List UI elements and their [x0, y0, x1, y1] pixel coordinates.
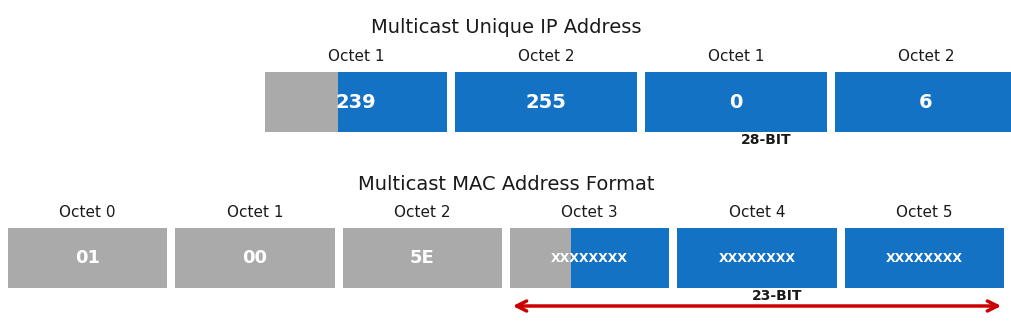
Text: 23-BIT: 23-BIT [751, 289, 802, 303]
Bar [510, 228, 570, 288]
Bar [676, 228, 836, 288]
Text: XXXXXXXX: XXXXXXXX [885, 252, 961, 265]
Text: 239: 239 [336, 92, 376, 112]
Text: Octet 2: Octet 2 [518, 49, 573, 64]
Text: 0: 0 [729, 92, 742, 112]
Text: 28-BIT: 28-BIT [740, 133, 791, 147]
Text: Octet 1: Octet 1 [328, 49, 384, 64]
Text: Octet 3: Octet 3 [561, 205, 618, 220]
Text: Multicast MAC Address Format: Multicast MAC Address Format [358, 175, 653, 194]
Bar [343, 228, 501, 288]
Text: XXXXXXXX: XXXXXXXX [718, 252, 795, 265]
Text: Octet 5: Octet 5 [895, 205, 951, 220]
Text: 255: 255 [525, 92, 566, 112]
Text: 00: 00 [243, 249, 267, 267]
Bar [455, 72, 636, 132]
Text: Octet 0: Octet 0 [60, 205, 116, 220]
Bar [570, 228, 668, 288]
Bar [844, 228, 1003, 288]
Text: Octet 1: Octet 1 [707, 49, 763, 64]
Bar [8, 228, 167, 288]
Bar [644, 72, 826, 132]
Bar [338, 72, 447, 132]
Text: Octet 4: Octet 4 [728, 205, 785, 220]
Text: 5E: 5E [409, 249, 435, 267]
Text: Octet 1: Octet 1 [226, 205, 283, 220]
Bar [265, 72, 338, 132]
Text: Multicast Unique IP Address: Multicast Unique IP Address [370, 18, 641, 37]
Text: 6: 6 [918, 92, 932, 112]
Bar [175, 228, 335, 288]
Text: 01: 01 [75, 249, 100, 267]
Bar [834, 72, 1011, 132]
Text: Octet 2: Octet 2 [393, 205, 450, 220]
Text: XXXXXXXX: XXXXXXXX [551, 252, 628, 265]
Text: Octet 2: Octet 2 [897, 49, 953, 64]
